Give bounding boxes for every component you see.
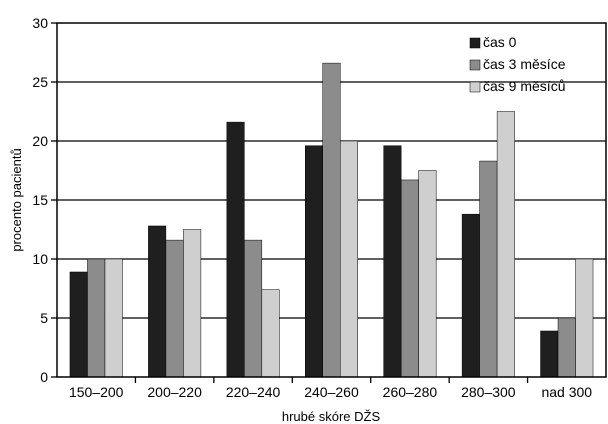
bar: [244, 239, 263, 378]
y-tick-label: 5: [40, 310, 48, 326]
bar: [69, 271, 88, 378]
y-tick-label: 30: [32, 15, 48, 31]
legend: čas 0 čas 3 měsíce čas 9 měsíců: [469, 34, 566, 94]
bar: [418, 170, 437, 378]
bar: [148, 225, 167, 378]
bar: [496, 111, 515, 378]
legend-swatch: [469, 81, 481, 93]
x-tick-label: 150–200: [69, 384, 124, 400]
bar: [557, 317, 576, 378]
bar: [575, 258, 594, 378]
bar: [479, 160, 498, 378]
x-tick-labels: 150–200 200–220 220–240 240–260 260–280 280–3…: [69, 377, 592, 400]
x-tick-label: 280–300: [461, 384, 516, 400]
bars: [69, 62, 594, 378]
bar: [540, 330, 559, 378]
bar: [340, 140, 358, 378]
legend-label: čas 3 měsíce: [483, 56, 566, 72]
legend-label: čas 9 měsíců: [483, 78, 565, 94]
bar: [87, 258, 106, 378]
x-tick-label: 260–280: [383, 384, 438, 400]
y-tick-label: 20: [32, 133, 48, 149]
y-tick-labels: 0 5 10 15 20 25 30: [32, 15, 57, 385]
legend-swatch: [469, 59, 481, 71]
y-tick-label: 0: [40, 369, 48, 385]
bar: [226, 121, 245, 378]
bar: [322, 62, 341, 378]
x-tick-label: 220–240: [226, 384, 281, 400]
x-axis-title: hrubé skóre DŽS: [282, 409, 381, 424]
bar: [383, 145, 402, 378]
y-axis-title: procento pacientů: [9, 148, 24, 251]
x-tick-label: 240–260: [304, 384, 359, 400]
x-tick-label: nad 300: [541, 384, 592, 400]
legend-swatch: [469, 37, 481, 49]
y-tick-label: 15: [32, 192, 48, 208]
bar: [183, 229, 202, 378]
bar: [165, 239, 184, 378]
legend-label: čas 0: [483, 34, 517, 50]
x-tick-label: 200–220: [147, 384, 202, 400]
bar: [461, 213, 480, 378]
bar: [305, 145, 323, 378]
y-tick-label: 25: [32, 74, 48, 90]
bar: [261, 289, 280, 378]
bar: [400, 179, 419, 378]
y-tick-label: 10: [32, 251, 48, 267]
bar: [104, 258, 123, 378]
